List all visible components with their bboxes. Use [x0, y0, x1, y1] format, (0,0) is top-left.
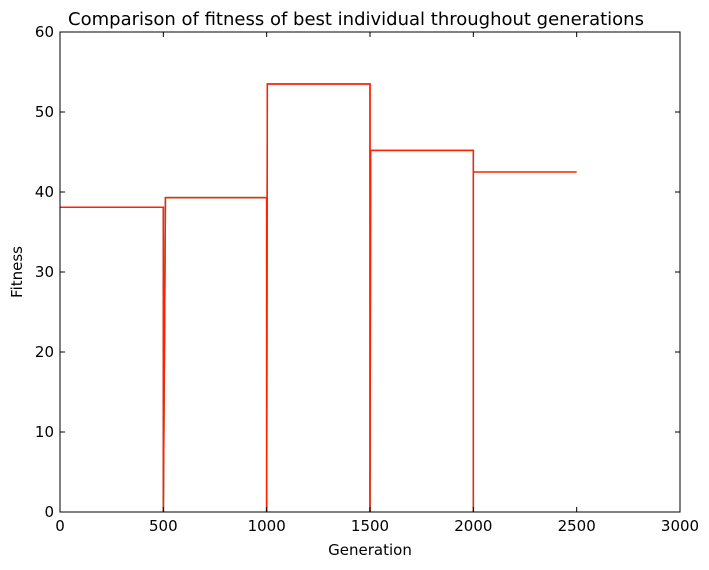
- series-line-4: [369, 149, 475, 513]
- x-tick-label: 1000: [248, 517, 286, 535]
- y-tick-label: 20: [35, 343, 54, 361]
- x-tick-label: 500: [149, 517, 178, 535]
- chart-title: Comparison of fitness of best individual…: [68, 9, 644, 30]
- y-axis-label: Fitness: [8, 246, 26, 298]
- x-tick-label: 2000: [454, 517, 492, 535]
- series-line-3: [265, 83, 371, 513]
- y-tick-label: 0: [44, 503, 54, 521]
- y-tick-label: 60: [35, 23, 54, 41]
- y-tick-label: 40: [35, 183, 54, 201]
- x-tick-label: 3000: [661, 517, 699, 535]
- y-tick-label: 10: [35, 423, 54, 441]
- y-tick-label: 30: [35, 263, 54, 281]
- series-line-5: [60, 83, 577, 513]
- series-line-2: [162, 196, 268, 513]
- series-line-1: [60, 206, 165, 512]
- y-tick-label: 50: [35, 103, 54, 121]
- x-axis-label: Generation: [328, 541, 412, 559]
- x-tick-label: 2500: [558, 517, 596, 535]
- x-tick-label: 1500: [351, 517, 389, 535]
- x-tick-label: 0: [55, 517, 65, 535]
